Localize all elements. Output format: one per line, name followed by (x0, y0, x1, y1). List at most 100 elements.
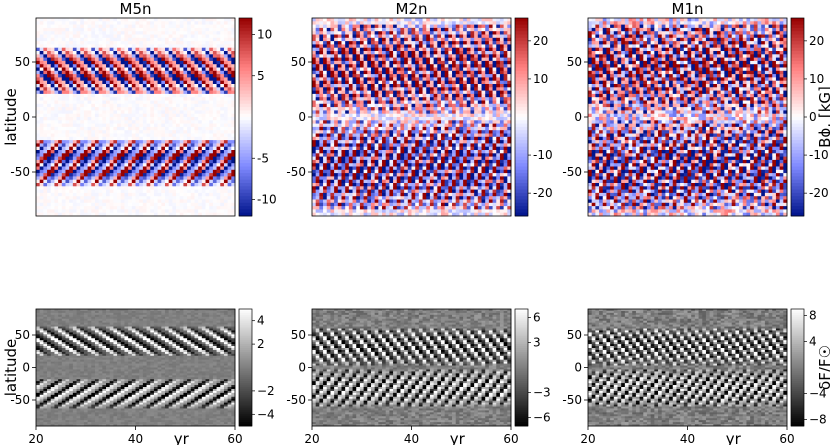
heatmap-cell (88, 176, 92, 180)
heatmap-cell (172, 170, 176, 174)
heatmap-cell (106, 25, 110, 29)
heatmap-cell (206, 183, 210, 187)
heatmap-cell (338, 91, 342, 95)
heatmap-cell (132, 163, 136, 167)
heatmap-cell (419, 61, 423, 65)
heatmap-cell (62, 170, 66, 174)
heatmap-cell (183, 127, 187, 131)
heatmap-cell (143, 167, 147, 171)
heatmap-cell (389, 114, 393, 118)
heatmap-cell (158, 35, 162, 39)
heatmap-cell (423, 58, 427, 62)
heatmap-cell (220, 81, 224, 85)
heatmap-cell (84, 170, 88, 174)
heatmap-cell (124, 200, 128, 204)
heatmap-cell (213, 71, 217, 75)
heatmap-cell (73, 180, 77, 184)
heatmap-cell (191, 94, 195, 98)
heatmap-cell (217, 134, 221, 138)
heatmap-cell (99, 134, 103, 138)
heatmap-cell (88, 134, 92, 138)
heatmap-cell (367, 94, 371, 98)
heatmap-cell (478, 104, 482, 108)
heatmap-cell (437, 71, 441, 75)
heatmap-cell (504, 28, 508, 32)
heatmap-cell (117, 176, 121, 180)
heatmap-cell (327, 114, 331, 118)
heatmap-cell (36, 97, 40, 101)
heatmap-cell (191, 41, 195, 45)
heatmap-cell (187, 196, 191, 200)
heatmap-cell (110, 38, 114, 42)
heatmap-cell (378, 104, 382, 108)
heatmap-cell (80, 209, 84, 213)
heatmap-cell (121, 203, 125, 207)
heatmap-cell (496, 38, 500, 42)
heatmap-cell (217, 130, 221, 134)
heatmap-cell (43, 186, 47, 190)
heatmap-cell (224, 64, 228, 68)
heatmap-cell (434, 87, 438, 91)
heatmap-cell (375, 87, 379, 91)
heatmap-cell (143, 94, 147, 98)
heatmap-cell (58, 206, 62, 210)
heatmap-cell (124, 87, 128, 91)
heatmap-cell (194, 31, 198, 35)
heatmap-cell (345, 48, 349, 52)
heatmap-cell (161, 196, 165, 200)
heatmap-cell (400, 104, 404, 108)
heatmap-cell (360, 77, 364, 81)
heatmap-cell (40, 190, 44, 194)
heatmap-cell (426, 114, 430, 118)
heatmap-cell (36, 153, 40, 157)
heatmap-cell (426, 97, 430, 101)
heatmap-cell (36, 48, 40, 52)
heatmap-cell (375, 114, 379, 118)
heatmap-cell (80, 167, 84, 171)
heatmap-cell (106, 41, 110, 45)
heatmap-cell (393, 41, 397, 45)
heatmap-cell (393, 91, 397, 95)
heatmap-cell (73, 61, 77, 65)
heatmap-cell (150, 137, 154, 141)
heatmap-cell (478, 25, 482, 29)
heatmap-cell (91, 114, 95, 118)
heatmap-cell (165, 51, 169, 55)
heatmap-cell (496, 104, 500, 108)
heatmap-cell (397, 51, 401, 55)
heatmap-cell (445, 81, 449, 85)
heatmap-cell (147, 81, 151, 85)
heatmap-cell (198, 150, 202, 154)
heatmap-cell (121, 28, 125, 32)
heatmap-cell (493, 41, 497, 45)
heatmap-cell (404, 97, 408, 101)
heatmap-cell (217, 124, 221, 128)
heatmap-cell (504, 94, 508, 98)
heatmap-cell (65, 28, 69, 32)
heatmap-cell (106, 18, 110, 22)
heatmap-cell (220, 180, 224, 184)
heatmap-cell (459, 51, 463, 55)
heatmap-cell (415, 21, 419, 25)
heatmap-cell (408, 38, 412, 42)
heatmap-cell (91, 35, 95, 39)
heatmap-cell (147, 41, 151, 45)
heatmap-cell (121, 193, 125, 197)
heatmap-cell (102, 157, 106, 161)
heatmap-cell (58, 186, 62, 190)
heatmap-cell (117, 150, 121, 154)
heatmap-cell (128, 25, 132, 29)
heatmap-cell (338, 64, 342, 68)
heatmap-cell (73, 64, 77, 68)
heatmap-cell (228, 94, 232, 98)
heatmap-cell (139, 71, 143, 75)
heatmap-cell (58, 176, 62, 180)
heatmap-cell (99, 176, 103, 180)
heatmap-cell (161, 35, 165, 39)
heatmap-cell (150, 74, 154, 78)
heatmap-cell (183, 91, 187, 95)
heatmap-cell (169, 183, 173, 187)
heatmap-cell (456, 28, 460, 32)
heatmap-cell (147, 28, 151, 32)
heatmap-cell (69, 64, 73, 68)
